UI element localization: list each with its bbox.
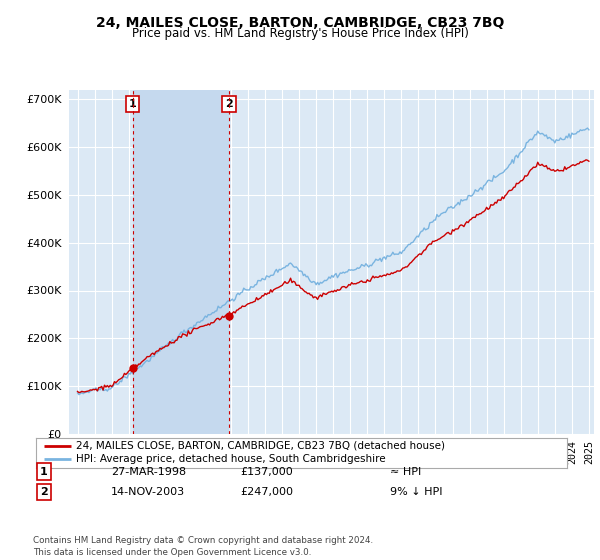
Text: 9% ↓ HPI: 9% ↓ HPI: [390, 487, 443, 497]
Text: 1: 1: [40, 466, 47, 477]
Text: £247,000: £247,000: [240, 487, 293, 497]
Text: 2: 2: [40, 487, 47, 497]
Text: 24, MAILES CLOSE, BARTON, CAMBRIDGE, CB23 7BQ (detached house): 24, MAILES CLOSE, BARTON, CAMBRIDGE, CB2…: [76, 441, 445, 451]
Text: Contains HM Land Registry data © Crown copyright and database right 2024.
This d: Contains HM Land Registry data © Crown c…: [33, 536, 373, 557]
Text: 27-MAR-1998: 27-MAR-1998: [111, 466, 186, 477]
Text: 24, MAILES CLOSE, BARTON, CAMBRIDGE, CB23 7BQ: 24, MAILES CLOSE, BARTON, CAMBRIDGE, CB2…: [96, 16, 504, 30]
Text: ≈ HPI: ≈ HPI: [390, 466, 421, 477]
Text: Price paid vs. HM Land Registry's House Price Index (HPI): Price paid vs. HM Land Registry's House …: [131, 27, 469, 40]
Text: 2: 2: [225, 99, 233, 109]
Text: 1: 1: [129, 99, 136, 109]
Text: HPI: Average price, detached house, South Cambridgeshire: HPI: Average price, detached house, Sout…: [76, 455, 385, 464]
Text: 14-NOV-2003: 14-NOV-2003: [111, 487, 185, 497]
Text: £137,000: £137,000: [240, 466, 293, 477]
Bar: [133, 90, 229, 434]
